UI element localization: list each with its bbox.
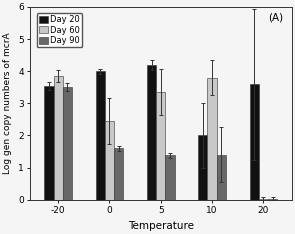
Bar (105, 121, 114, 200)
Bar (54, 76, 63, 200)
Bar (63, 87, 72, 200)
Bar (114, 148, 123, 200)
Text: (A): (A) (269, 13, 284, 23)
X-axis label: Temperature: Temperature (128, 221, 194, 230)
Bar (268, 199, 277, 200)
Legend: Day 20, Day 60, Day 90: Day 20, Day 60, Day 90 (37, 13, 82, 48)
Bar (156, 92, 165, 200)
Y-axis label: Log gen copy numbers of mcrA: Log gen copy numbers of mcrA (4, 33, 12, 174)
Bar (44, 86, 54, 200)
Bar (259, 199, 268, 200)
Bar (198, 135, 207, 200)
Bar (165, 155, 175, 200)
Bar (250, 84, 259, 200)
Bar (147, 65, 156, 200)
Bar (217, 155, 226, 200)
Bar (96, 71, 105, 200)
Bar (207, 78, 217, 200)
